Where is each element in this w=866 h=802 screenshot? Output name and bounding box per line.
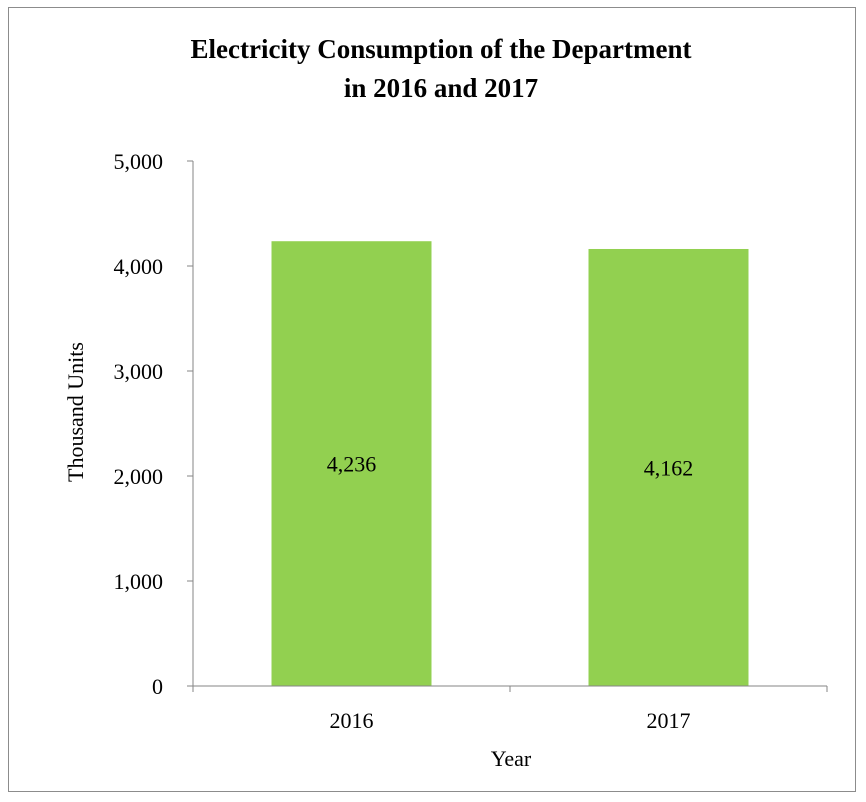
x-tick-label-2016: 2016: [330, 708, 374, 733]
y-tick-label: 0: [152, 674, 163, 699]
bar-2016: [271, 241, 432, 686]
y-tick-label: 5,000: [114, 149, 164, 174]
x-axis: 2016 2017: [192, 685, 828, 733]
y-tick-label: 3,000: [114, 359, 164, 384]
bar-2017: [588, 248, 749, 687]
y-tick-label: 1,000: [114, 569, 164, 594]
x-axis-label: Year: [491, 746, 532, 771]
y-tick-label: 4,000: [114, 254, 164, 279]
chart-title-line-1: Electricity Consumption of the Departmen…: [191, 34, 692, 64]
x-tick-label-2017: 2017: [647, 708, 691, 733]
data-label-2016: 4,236: [327, 452, 377, 477]
data-label-2017: 4,162: [644, 455, 694, 480]
y-tick-label: 2,000: [114, 464, 164, 489]
y-axis-label: Thousand Units: [63, 342, 88, 482]
bars: 4,236 4,162: [271, 241, 749, 687]
chart-title-line-2: in 2016 and 2017: [344, 73, 538, 103]
y-axis: 0 1,000 2,000 3,000 4,000 5,000: [114, 149, 194, 699]
